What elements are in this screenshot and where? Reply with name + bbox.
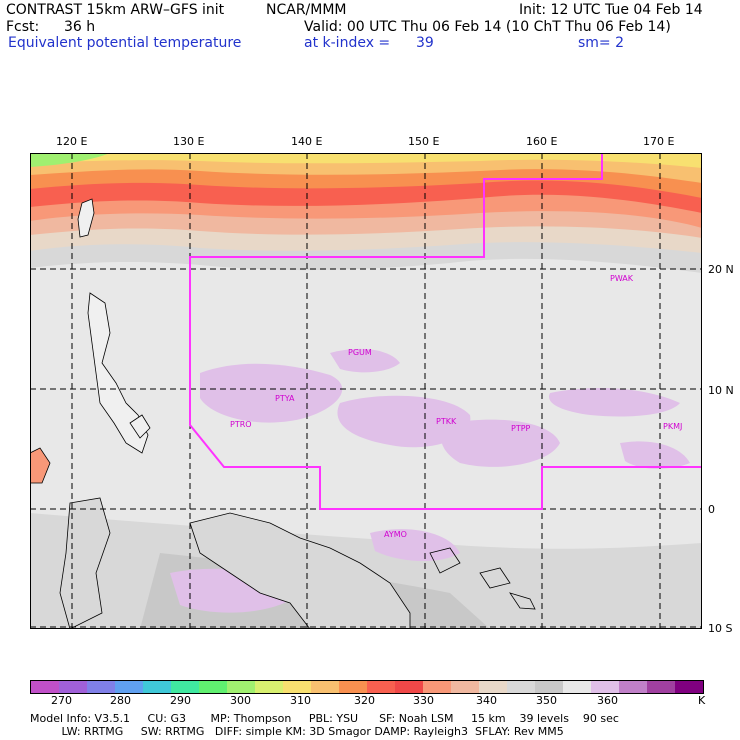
colorbar-swatch [451, 681, 479, 693]
theta-e-map: PWAK PGUM PTYA PTRO PTKK PTPP PKMJ AYMO [29, 153, 702, 630]
lon-label-120e: 120 E [56, 135, 88, 148]
model-info-line1: Model Info: V3.5.1 CU: G3 MP: Thompson P… [30, 712, 619, 725]
colorbar-swatch [115, 681, 143, 693]
station-pkmj: PKMJ [663, 422, 682, 431]
colorbar-swatch [395, 681, 423, 693]
colorbar-swatch [283, 681, 311, 693]
lat-label-20n: 20 N [708, 263, 734, 276]
colorbar-label-320: 320 [354, 694, 375, 707]
colorbar-swatch [59, 681, 87, 693]
lon-label-160e: 160 E [526, 135, 558, 148]
colorbar-swatch [143, 681, 171, 693]
colorbar-swatch [31, 681, 59, 693]
colorbar-swatch [423, 681, 451, 693]
map-panel: PWAK PGUM PTYA PTRO PTKK PTPP PKMJ AYMO [29, 153, 702, 630]
colorbar-swatch [675, 681, 703, 693]
colorbar-label-290: 290 [170, 694, 191, 707]
colorbar-swatch [647, 681, 675, 693]
colorbar-swatch [199, 681, 227, 693]
fcst-value: 36 h [64, 19, 96, 35]
colorbar-swatch [479, 681, 507, 693]
station-ptkk: PTKK [436, 417, 457, 426]
model-title: CONTRAST 15km ARW–GFS init [6, 2, 225, 18]
lat-label-0: 0 [708, 503, 715, 516]
colorbar-unit: K [698, 694, 706, 707]
colorbar-swatch [619, 681, 647, 693]
lon-label-170e: 170 E [643, 135, 675, 148]
lon-label-150e: 150 E [408, 135, 440, 148]
fcst-label: Fcst: [6, 19, 40, 35]
colorbar-label-330: 330 [413, 694, 434, 707]
lon-label-130e: 130 E [173, 135, 205, 148]
colorbar [30, 680, 704, 694]
colorbar-swatch [311, 681, 339, 693]
smoothing-label: sm= 2 [578, 35, 625, 51]
colorbar-swatch [227, 681, 255, 693]
colorbar-swatch [535, 681, 563, 693]
level-value: 39 [416, 35, 434, 51]
colorbar-label-350: 350 [536, 694, 557, 707]
model-info-line2: LW: RRTMG SW: RRTMG DIFF: simple KM: 3D … [30, 725, 564, 738]
colorbar-label-270: 270 [51, 694, 72, 707]
lon-label-140e: 140 E [291, 135, 323, 148]
valid-time: Valid: 00 UTC Thu 06 Feb 14 (10 ChT Thu … [304, 19, 671, 35]
colorbar-label-280: 280 [110, 694, 131, 707]
station-ptpp: PTPP [511, 424, 531, 433]
colorbar-label-360: 360 [597, 694, 618, 707]
colorbar-swatch [339, 681, 367, 693]
station-pwak: PWAK [610, 274, 634, 283]
colorbar-swatch [591, 681, 619, 693]
station-ptya: PTYA [275, 394, 295, 403]
station-aymo: AYMO [384, 530, 407, 539]
colorbar-label-300: 300 [230, 694, 251, 707]
colorbar-swatch [507, 681, 535, 693]
colorbar-swatch [255, 681, 283, 693]
colorbar-swatch [367, 681, 395, 693]
station-pgum: PGUM [348, 348, 372, 357]
lat-label-10n: 10 N [708, 384, 734, 397]
station-ptro: PTRO [230, 420, 252, 429]
colorbar-label-310: 310 [290, 694, 311, 707]
org-label: NCAR/MMM [266, 2, 347, 18]
init-time: Init: 12 UTC Tue 04 Feb 14 [519, 2, 703, 18]
colorbar-swatch [87, 681, 115, 693]
colorbar-swatch [563, 681, 591, 693]
colorbar-swatch [171, 681, 199, 693]
level-label: at k-index = [304, 35, 391, 51]
field-name: Equivalent potential temperature [8, 35, 242, 51]
colorbar-label-340: 340 [476, 694, 497, 707]
lat-label-10s: 10 S [708, 622, 733, 635]
